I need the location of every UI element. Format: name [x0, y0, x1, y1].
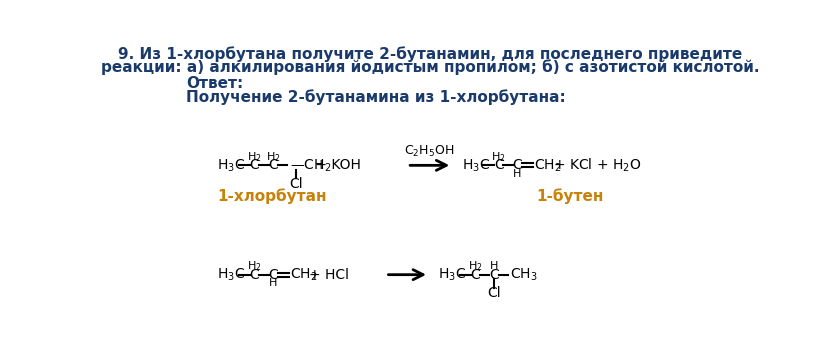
Text: + KOH: + KOH	[311, 158, 361, 172]
Text: C: C	[494, 158, 503, 172]
Text: CH$_2$: CH$_2$	[534, 157, 562, 174]
Text: H$_2$: H$_2$	[247, 259, 262, 273]
Text: H: H	[490, 261, 498, 271]
Text: Cl: Cl	[487, 286, 501, 300]
Text: H$_2$: H$_2$	[266, 150, 281, 164]
Text: C: C	[268, 158, 278, 172]
Text: Получение 2-бутанамина из 1-хлорбутана:: Получение 2-бутанамина из 1-хлорбутана:	[186, 90, 566, 106]
Text: C$_2$H$_5$OH: C$_2$H$_5$OH	[404, 144, 454, 159]
Text: C: C	[249, 268, 260, 282]
Text: C: C	[512, 158, 522, 172]
Text: C: C	[268, 268, 278, 282]
Text: Ответ:: Ответ:	[186, 76, 244, 91]
Text: H$_3$C: H$_3$C	[438, 266, 466, 283]
Text: реакции: а) алкилирования йодистым пропилом; б) с азотистой кислотой.: реакции: а) алкилирования йодистым пропи…	[102, 59, 759, 75]
Text: H$_2$: H$_2$	[491, 150, 506, 164]
Text: C: C	[489, 268, 499, 282]
Text: H$_3$C: H$_3$C	[461, 157, 490, 174]
Text: CH$_2$: CH$_2$	[291, 266, 318, 283]
Text: H: H	[513, 169, 522, 179]
Text: 1-бутен: 1-бутен	[536, 188, 604, 204]
Text: 1-хлорбутан: 1-хлорбутан	[217, 188, 327, 204]
Text: —CH$_2$: —CH$_2$	[291, 157, 332, 174]
Text: H$_3$C: H$_3$C	[218, 266, 245, 283]
Text: CH$_3$: CH$_3$	[510, 266, 538, 283]
Text: H: H	[269, 278, 277, 288]
Text: H$_3$C: H$_3$C	[218, 157, 245, 174]
Text: C: C	[249, 158, 260, 172]
Text: H$_2$: H$_2$	[468, 259, 483, 273]
Text: C: C	[470, 268, 480, 282]
Text: + HCl: + HCl	[309, 268, 349, 282]
Text: 9. Из 1-хлорбутана получите 2-бутанамин, для последнего приведите: 9. Из 1-хлорбутана получите 2-бутанамин,…	[118, 47, 743, 62]
Text: Cl: Cl	[289, 177, 302, 191]
Text: H$_2$: H$_2$	[247, 150, 262, 164]
Text: + KCl + H$_2$O: + KCl + H$_2$O	[553, 157, 642, 174]
